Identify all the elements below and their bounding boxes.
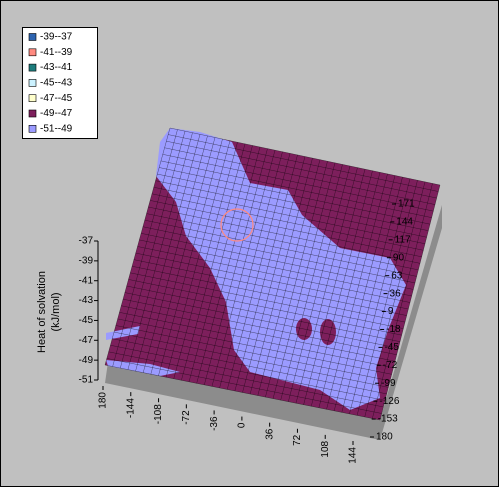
mesh-line <box>341 177 403 413</box>
z-axis-label: (kJ/mol) <box>50 292 62 331</box>
mesh-line <box>106 358 382 414</box>
y-tick-label: 117 <box>395 234 411 245</box>
x-tick-label: 0 <box>237 422 248 428</box>
x-tick-label: 36 <box>264 428 275 440</box>
y-tick-label: 63 <box>391 270 403 281</box>
z-tick-label: -45 <box>79 315 94 326</box>
legend-swatch <box>28 125 37 133</box>
y-tick-label: 90 <box>393 252 405 263</box>
surface-region <box>320 319 336 345</box>
y-tick-label: -45 <box>384 342 399 353</box>
z-tick-label: -43 <box>79 295 94 306</box>
legend-swatch <box>28 33 37 41</box>
legend-swatch <box>28 94 37 102</box>
mesh-line <box>112 338 387 395</box>
mesh-line <box>349 178 411 414</box>
z-tick-label: -47 <box>79 335 94 346</box>
x-tick-label: -72 <box>181 410 192 425</box>
legend-label: -43--41 <box>40 62 73 73</box>
z-tick-label: -41 <box>79 275 94 286</box>
mesh-line <box>379 184 441 421</box>
legend-swatch <box>28 109 37 118</box>
mesh-line <box>356 180 418 416</box>
y-tick-label: -153 <box>378 414 398 425</box>
mesh-line <box>113 331 389 388</box>
y-tick-label: -99 <box>381 378 396 389</box>
surface-mesh <box>104 127 441 421</box>
legend-label: -51--49 <box>40 123 73 134</box>
z-tick-label: -51 <box>79 375 94 386</box>
y-tick-label: -72 <box>383 360 398 371</box>
legend-label: -39--37 <box>40 32 73 43</box>
y-tick-label: 180 <box>376 432 393 443</box>
x-tick-label: -108 <box>153 404 164 424</box>
mesh-line <box>115 325 391 382</box>
x-tick-label: -144 <box>125 398 136 418</box>
z-tick-label: -39 <box>79 255 94 266</box>
surface-region <box>106 326 140 340</box>
y-tick-label: 171 <box>398 199 415 210</box>
highlight-circle <box>220 208 254 242</box>
mesh-line <box>108 351 384 408</box>
legend-label: -49--47 <box>40 108 73 119</box>
x-tick-label: 108 <box>320 440 331 457</box>
legend-label: -47--45 <box>40 93 73 104</box>
y-tick-label: 9 <box>388 306 394 317</box>
x-tick-label: 180 <box>98 392 109 409</box>
mesh-line <box>104 364 381 421</box>
x-tick-label: -36 <box>209 416 220 431</box>
z-tick-label: -37 <box>79 236 94 247</box>
y-tick-label: 144 <box>396 217 413 228</box>
y-tick-label: 36 <box>390 288 402 299</box>
x-tick-label: 144 <box>348 447 359 464</box>
mesh-line <box>110 345 386 401</box>
z-axis-label: Heat of solvation <box>36 271 48 353</box>
mesh-line <box>364 181 426 417</box>
legend-swatch <box>28 63 37 72</box>
legend-swatch <box>28 48 37 57</box>
y-tick-label: -18 <box>386 324 401 335</box>
legend-swatch <box>28 79 37 87</box>
legend-label: -45--43 <box>40 78 73 89</box>
x-tick-label: 72 <box>292 434 303 446</box>
z-tick-label: -49 <box>79 355 94 366</box>
surface-region <box>106 360 180 376</box>
mesh-line <box>372 183 433 419</box>
legend-label: -41--39 <box>40 47 73 58</box>
y-tick-label: -126 <box>379 396 399 407</box>
